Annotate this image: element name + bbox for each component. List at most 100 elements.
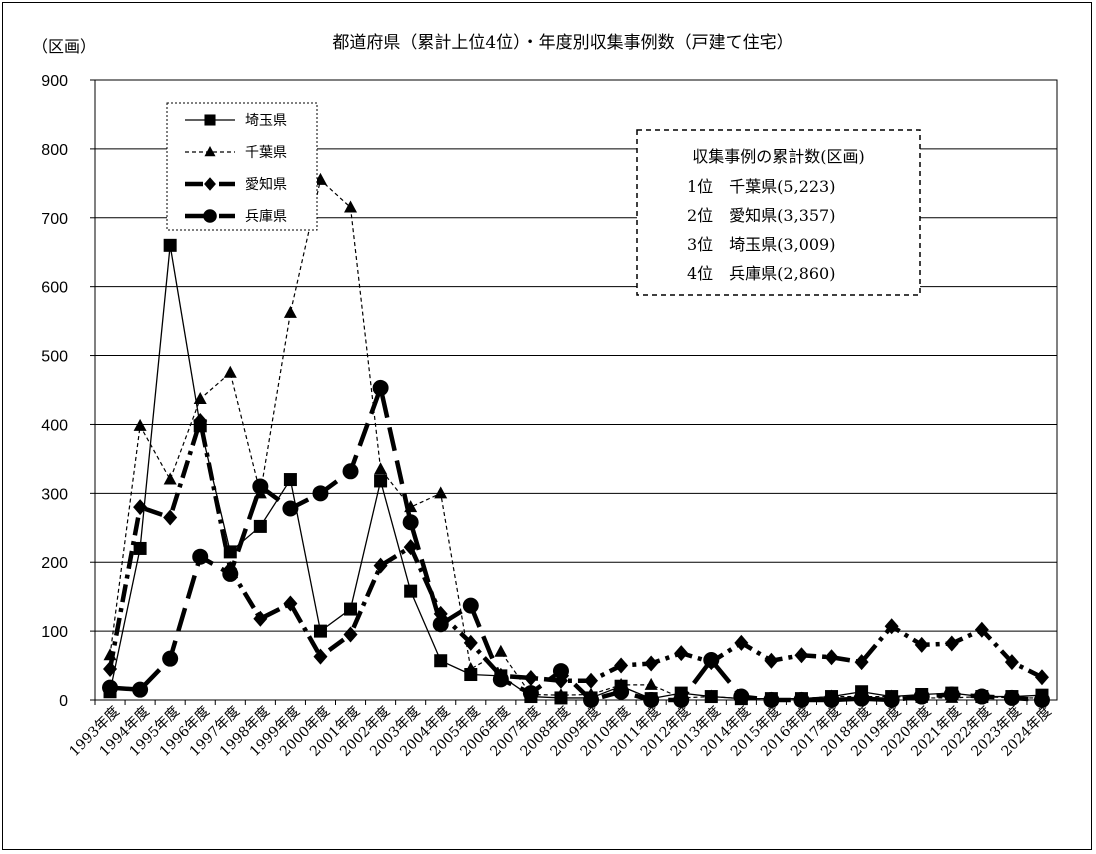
y-tick-label: 400: [41, 417, 68, 434]
series-point: [854, 654, 869, 671]
series-point: [163, 472, 177, 485]
legend-label: 兵庫県: [245, 208, 287, 225]
series-point: [522, 685, 539, 702]
series-point: [734, 634, 749, 651]
series-point: [704, 689, 718, 702]
series-point: [252, 478, 269, 495]
series-line: [107, 418, 1043, 683]
series-point: [283, 473, 297, 487]
series-point: [973, 688, 990, 705]
series-point: [374, 474, 388, 488]
series-point: [133, 541, 147, 555]
y-tick-label: 300: [41, 486, 68, 503]
y-tick-label: 200: [41, 555, 68, 572]
series-point: [643, 692, 660, 708]
series-point: [494, 644, 508, 657]
series-point: [402, 514, 419, 531]
series-point: [102, 679, 119, 696]
series-point: [312, 485, 329, 502]
legend-label: 千葉県: [245, 145, 287, 161]
series-point: [583, 692, 600, 708]
series-point: [584, 672, 599, 689]
series-point: [1003, 689, 1020, 706]
series-point: [133, 418, 147, 431]
series-point: [283, 305, 297, 318]
series-point: [673, 692, 690, 708]
series-point: [974, 621, 989, 638]
series-point: [1033, 692, 1050, 708]
y-tick-label: 600: [41, 280, 68, 297]
series-point: [282, 500, 299, 517]
series-point: [1034, 669, 1049, 686]
series-point: [853, 690, 870, 707]
series-point: [283, 595, 298, 612]
series-point: [434, 486, 448, 499]
series-point: [132, 681, 149, 698]
series-point: [373, 557, 388, 574]
series-point: [193, 413, 208, 429]
series-point: [192, 548, 209, 565]
legend-label: 埼玉県: [245, 113, 287, 129]
series-circle: [102, 379, 1050, 708]
series-point: [313, 648, 328, 665]
series-point: [613, 683, 630, 700]
series-point: [404, 584, 418, 598]
series-point: [1004, 654, 1019, 671]
y-tick-label: 700: [41, 211, 68, 228]
series-point: [733, 688, 750, 705]
annotation-line: 3位 埼玉県(3,009): [687, 235, 835, 254]
series-point: [644, 677, 658, 690]
series-point: [403, 539, 418, 556]
y-tick-label: 500: [41, 349, 68, 366]
series-point: [343, 626, 358, 643]
annotation-line: 2位 愛知県(3,357): [687, 206, 835, 225]
series-point: [344, 200, 358, 213]
series-point: [944, 635, 959, 652]
series-point: [523, 669, 538, 686]
series-point: [193, 391, 207, 404]
series-point: [344, 602, 358, 616]
series-point: [823, 692, 840, 708]
y-axis-ticks: 0 100 200 300 400 500 600 700 800 900: [41, 73, 68, 710]
series-point: [223, 365, 237, 378]
series-point: [253, 610, 268, 627]
series-point: [342, 463, 359, 480]
series-point: [644, 655, 659, 672]
annotation-box: 収集事例の累計数(区画) 1位 千葉県(5,223) 2位 愛知県(3,357) 3位…: [636, 129, 921, 296]
series-point: [763, 692, 780, 708]
series-group: [102, 172, 1050, 708]
series-point: [103, 661, 118, 677]
series-point: [204, 146, 216, 157]
series-point: [463, 634, 478, 651]
series-point: [163, 238, 177, 252]
legend-box: [166, 102, 318, 231]
series-line: [109, 385, 1043, 703]
series-point: [914, 636, 929, 653]
series-point: [204, 114, 216, 126]
series-point: [313, 624, 327, 638]
series-point: [374, 462, 388, 475]
series-point: [793, 692, 810, 708]
y-axis-unit-label: （区画）: [32, 37, 96, 56]
series-point: [492, 671, 509, 688]
series-diamond: [103, 413, 1049, 689]
y-tick-label: 0: [59, 693, 68, 710]
series-point: [794, 647, 809, 664]
series-point: [614, 657, 629, 674]
legend-label: 愛知県: [245, 176, 287, 193]
series-point: [162, 650, 179, 667]
series-point: [203, 209, 217, 223]
annotation-heading: 収集事例の累計数(区画): [692, 147, 865, 166]
series-point: [253, 519, 267, 533]
annotation-box-frame: [636, 129, 921, 296]
series-point: [943, 686, 960, 703]
y-tick-label: 900: [41, 73, 68, 90]
series-point: [884, 618, 899, 635]
y-tick-label: 800: [41, 142, 68, 159]
series-point: [674, 645, 689, 662]
series-point: [552, 663, 569, 680]
series-point: [883, 692, 900, 708]
series-point: [824, 649, 839, 666]
